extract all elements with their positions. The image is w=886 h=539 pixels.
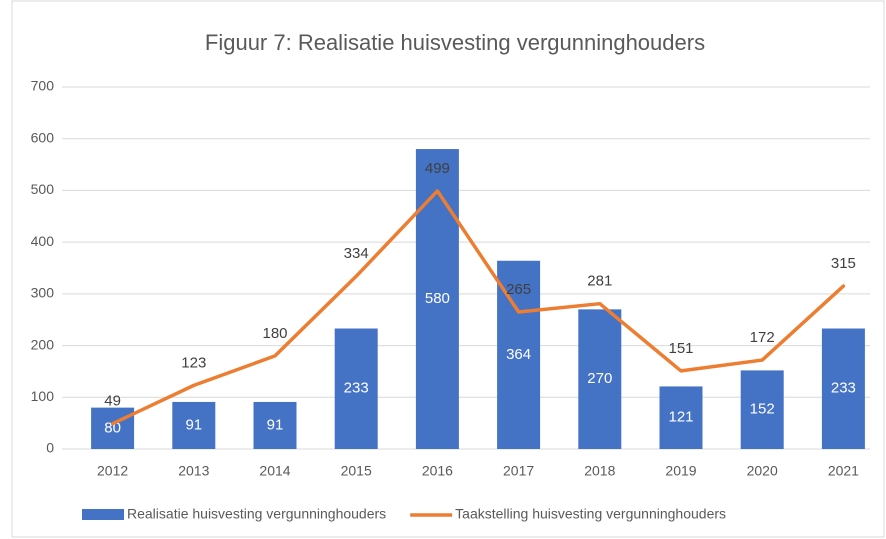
bar-value-label: 91: [267, 416, 284, 433]
bar-value-label: 152: [750, 401, 775, 418]
x-tick-label: 2015: [341, 463, 372, 479]
bar-value-label: 233: [831, 380, 856, 397]
bar: [253, 401, 297, 449]
bar: [740, 370, 784, 449]
bar: [415, 149, 459, 450]
line-value-label: 172: [750, 329, 775, 346]
chart-title: Figuur 7: Realisatie huisvesting vergunn…: [205, 30, 705, 55]
legend-swatch: [82, 509, 124, 520]
line-value-label: 281: [587, 273, 612, 290]
bar: [578, 309, 622, 449]
legend-label: Taakstelling huisvesting vergunninghoude…: [455, 506, 726, 522]
bar-value-label: 121: [668, 409, 693, 426]
y-tick-label: 500: [31, 181, 55, 197]
bar-value-label: 233: [344, 380, 369, 397]
x-tick-label: 2020: [747, 463, 778, 479]
bar: [821, 328, 865, 449]
y-tick-label: 400: [31, 233, 55, 249]
x-tick-label: 2017: [503, 463, 534, 479]
x-tick-label: 2012: [97, 463, 128, 479]
x-tick-label: 2014: [259, 463, 290, 479]
line-value-label: 123: [181, 354, 206, 371]
bar-value-label: 364: [506, 346, 531, 363]
legend-label: Realisatie huisvesting vergunninghouders: [127, 506, 386, 522]
x-tick-label: 2018: [584, 463, 615, 479]
bar: [172, 401, 216, 449]
x-tick-label: 2013: [178, 463, 209, 479]
bar: [91, 407, 135, 449]
y-tick-label: 600: [31, 129, 55, 145]
line-value-label: 499: [425, 160, 450, 177]
y-tick-label: 0: [46, 440, 54, 456]
bar: [334, 328, 378, 449]
y-tick-label: 700: [31, 78, 55, 94]
bar: [659, 386, 703, 449]
x-tick-label: 2016: [422, 463, 453, 479]
bar-value-label: 580: [425, 290, 450, 307]
x-tick-label: 2019: [665, 463, 696, 479]
line-value-label: 334: [344, 245, 369, 262]
y-tick-label: 100: [31, 388, 55, 404]
line: [110, 189, 846, 426]
bar-value-label: 91: [185, 416, 202, 433]
line-value-label: 49: [104, 393, 121, 410]
line-value-label: 265: [506, 281, 531, 298]
y-tick-label: 200: [31, 336, 55, 352]
y-tick-label: 300: [31, 285, 55, 301]
x-tick-label: 2021: [828, 463, 859, 479]
line-value-label: 151: [668, 340, 693, 357]
bar-value-label: 270: [587, 370, 612, 387]
line-value-label: 315: [831, 255, 856, 272]
line-value-label: 180: [262, 325, 287, 342]
